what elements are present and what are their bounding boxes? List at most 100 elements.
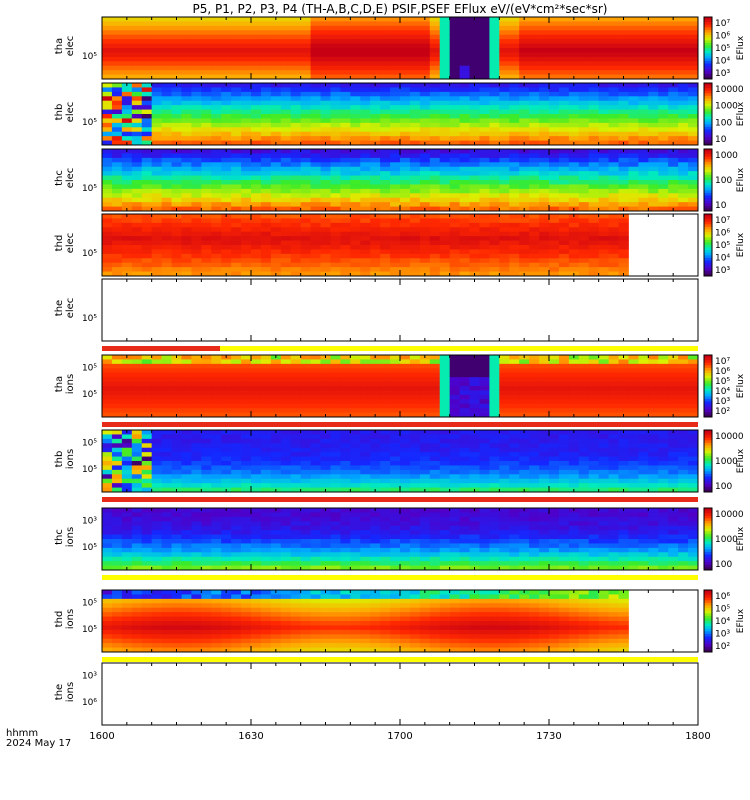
- heatmap-cell: [121, 136, 133, 141]
- heatmap-cell: [340, 39, 351, 44]
- heatmap-cell: [251, 381, 262, 387]
- heatmap-cell: [330, 74, 341, 80]
- heatmap-cell: [439, 359, 451, 365]
- heatmap-cell: [330, 390, 341, 396]
- heatmap-cell: [330, 87, 341, 93]
- heatmap-cell: [191, 153, 202, 159]
- heatmap-cell: [201, 456, 212, 462]
- heatmap-cell: [390, 131, 401, 137]
- heatmap-cell: [678, 188, 689, 194]
- heatmap-cell: [201, 443, 212, 449]
- heatmap-cell: [320, 100, 331, 106]
- heatmap-cell: [251, 25, 262, 31]
- heatmap-cell: [469, 52, 480, 58]
- heatmap-cell: [340, 100, 351, 106]
- heatmap-cell: [668, 70, 679, 75]
- heatmap-cell: [330, 65, 341, 71]
- heatmap-cell: [300, 193, 311, 199]
- heatmap-cell: [181, 267, 192, 272]
- heatmap-cell: [479, 399, 490, 405]
- heatmap-cell: [290, 474, 302, 480]
- heatmap-cell: [211, 465, 222, 471]
- heatmap-cell: [558, 197, 570, 203]
- heatmap-cell: [688, 372, 699, 378]
- heatmap-cell: [628, 109, 639, 115]
- heatmap-cell: [499, 363, 510, 369]
- heatmap-cell: [409, 197, 421, 203]
- heatmap-cell: [280, 149, 292, 154]
- heatmap-cell: [529, 21, 540, 27]
- heatmap-cell: [290, 408, 302, 413]
- heatmap-cell: [638, 114, 649, 119]
- heatmap-cell: [181, 65, 192, 71]
- heatmap-cell: [300, 262, 311, 268]
- heatmap-cell: [469, 91, 480, 97]
- heatmap-cell: [251, 222, 262, 228]
- heatmap-cell: [439, 70, 451, 75]
- heatmap-cell: [380, 56, 391, 62]
- heatmap-cell: [121, 39, 133, 44]
- heatmap-cell: [479, 25, 490, 31]
- colorbar-segment: [704, 29, 712, 33]
- heatmap-cell: [519, 48, 530, 53]
- heatmap-cell: [509, 381, 520, 387]
- heatmap-cell: [519, 136, 530, 141]
- colorbar-segment: [704, 42, 712, 46]
- heatmap-cell: [280, 61, 292, 67]
- heatmap-cell: [628, 70, 639, 75]
- heatmap-cell: [380, 381, 391, 387]
- heatmap-cell: [618, 34, 629, 40]
- heatmap-cell: [111, 231, 123, 237]
- heatmap-cell: [588, 105, 600, 110]
- heatmap-cell: [360, 34, 371, 40]
- heatmap-cell: [290, 87, 302, 93]
- heatmap-cell: [658, 175, 669, 181]
- heatmap-cell: [549, 197, 560, 203]
- heatmap-cell: [181, 157, 192, 163]
- heatmap-cell: [558, 118, 570, 124]
- heatmap-cell: [102, 218, 113, 224]
- heatmap-cell: [340, 267, 351, 272]
- heatmap-cell: [201, 166, 212, 172]
- colorbar-segment: [704, 398, 712, 402]
- heatmap-cell: [459, 377, 470, 382]
- colorbar-segment: [704, 73, 712, 77]
- heatmap-cell: [211, 394, 222, 400]
- heatmap-cell: [191, 100, 202, 106]
- heatmap-cell: [141, 438, 153, 444]
- heatmap-cell: [201, 153, 212, 159]
- heatmap-cell: [529, 377, 540, 382]
- heatmap-cell: [181, 153, 192, 159]
- heatmap-cell: [171, 21, 182, 27]
- heatmap-cell: [151, 438, 162, 444]
- heatmap-cell: [489, 377, 500, 382]
- heatmap-cell: [221, 363, 232, 369]
- heatmap-cell: [568, 262, 580, 268]
- heatmap-cell: [201, 109, 212, 115]
- heatmap-cell: [221, 456, 232, 462]
- heatmap-cell: [181, 368, 192, 374]
- heatmap-cell: [568, 197, 580, 203]
- heatmap-cell: [370, 127, 381, 133]
- heatmap-cell: [251, 140, 262, 146]
- heatmap-cell: [479, 231, 490, 237]
- heatmap-cell: [191, 188, 202, 194]
- heatmap-cell: [131, 39, 143, 44]
- heatmap-cell: [558, 394, 570, 400]
- heatmap-cell: [439, 87, 451, 93]
- heatmap-cell: [638, 412, 649, 418]
- heatmap-cell: [409, 359, 421, 365]
- heatmap-cell: [221, 245, 232, 250]
- heatmap-cell: [350, 461, 361, 466]
- heatmap-cell: [380, 48, 391, 53]
- heatmap-cell: [638, 70, 649, 75]
- heatmap-cell: [171, 127, 182, 133]
- heatmap-cell: [161, 478, 172, 484]
- heatmap-cell: [409, 368, 421, 374]
- heatmap-cell: [539, 21, 550, 27]
- heatmap-cell: [539, 56, 550, 62]
- heatmap-cell: [211, 355, 222, 360]
- heatmap-cell: [618, 363, 629, 369]
- heatmap-cell: [469, 249, 480, 255]
